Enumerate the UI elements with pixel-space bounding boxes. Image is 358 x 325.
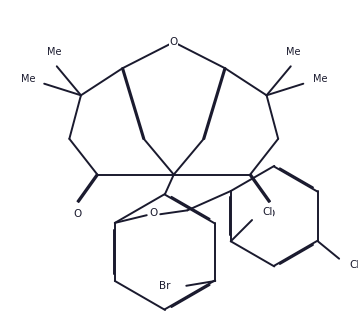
Text: Br: Br	[159, 281, 171, 291]
Text: Me: Me	[286, 47, 301, 57]
Text: Me: Me	[47, 47, 61, 57]
Text: Me: Me	[20, 74, 35, 84]
Text: O: O	[73, 209, 81, 219]
Text: Cl: Cl	[262, 207, 273, 217]
Text: O: O	[149, 208, 158, 218]
Text: Me: Me	[313, 74, 327, 84]
Text: Cl: Cl	[349, 260, 358, 270]
Text: O: O	[266, 209, 275, 219]
Text: O: O	[170, 37, 178, 47]
